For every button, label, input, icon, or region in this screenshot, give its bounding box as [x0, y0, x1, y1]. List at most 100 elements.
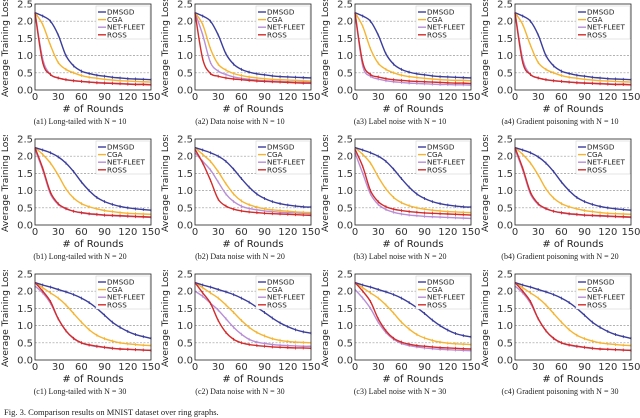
x-tick-label: 60 — [75, 227, 88, 238]
x-tick-label: 60 — [395, 362, 408, 373]
y-tick-label: 2.5 — [497, 135, 513, 146]
y-tick-label: 0.5 — [17, 338, 33, 349]
chart-panel: 0.0 0.5 1.0 1.5 2.0 2.5 0 30 60 90 120 150 # of Roun… — [0, 135, 160, 270]
series-line-net-fleet — [194, 152, 312, 215]
y-tick-label: 0.0 — [337, 221, 353, 232]
legend-label: DMSGD — [587, 278, 615, 287]
x-tick-label: 60 — [75, 362, 88, 373]
x-tick-label: 150 — [301, 92, 320, 103]
legend-label: NET-FLEET — [267, 158, 305, 167]
chart-panel: 0.0 0.5 1.0 1.5 2.0 2.5 0 30 60 90 120 150 # of Roun… — [320, 0, 480, 135]
x-axis-label: # of Rounds — [542, 239, 603, 250]
series-line-cga — [354, 12, 472, 82]
y-tick-label: 2.5 — [17, 0, 33, 11]
legend-label: ROSS — [427, 300, 447, 309]
y-tick-label: 0.5 — [177, 203, 193, 214]
y-axis-label: Average Training Loss — [320, 0, 331, 97]
y-axis-label: Average Training Loss — [160, 135, 171, 232]
x-tick-label: 60 — [555, 362, 568, 373]
series-line-cga — [34, 282, 152, 347]
x-tick-label: 0 — [352, 362, 358, 373]
line-chart: 0.0 0.5 1.0 1.5 2.0 2.5 0 30 60 90 120 150 # of Roun… — [480, 0, 640, 115]
x-tick-label: 120 — [118, 92, 137, 103]
x-tick-label: 0 — [192, 227, 198, 238]
y-axis-label: Average Training Loss — [480, 0, 491, 97]
y-tick-label: 0.5 — [337, 68, 353, 79]
x-tick-label: 90 — [418, 92, 431, 103]
line-chart: 0.0 0.5 1.0 1.5 2.0 2.5 0 30 60 90 120 150 # of Roun… — [480, 270, 640, 385]
y-tick-label: 2.0 — [177, 287, 193, 298]
series-line-ross — [34, 282, 152, 352]
subfigure-caption: (c2) Data noise with N = 30 — [195, 387, 285, 396]
y-tick-label: 2.0 — [177, 152, 193, 163]
chart-panel: 0.0 0.5 1.0 1.5 2.0 2.5 0 30 60 90 120 150 # of Roun… — [160, 270, 320, 405]
series-line-cga — [514, 12, 632, 83]
line-chart: 0.0 0.5 1.0 1.5 2.0 2.5 0 30 60 90 120 150 # of Roun… — [0, 135, 160, 250]
plot-frame — [34, 138, 152, 226]
y-tick-label: 1.5 — [177, 169, 193, 180]
x-tick-label: 90 — [418, 227, 431, 238]
series-line-net-fleet — [194, 290, 312, 347]
line-chart: 0.0 0.5 1.0 1.5 2.0 2.5 0 30 60 90 120 150 # of Roun… — [160, 0, 320, 115]
subfigure-caption: (c4) Gradient poisoning with N = 30 — [501, 387, 619, 396]
legend-label: DMSGD — [267, 8, 295, 17]
legend-label: CGA — [427, 150, 443, 159]
plot-frame — [34, 273, 152, 361]
x-tick-label: 0 — [32, 362, 38, 373]
plot-frame — [354, 138, 472, 226]
series-line-ross — [194, 282, 312, 350]
y-axis-label: Average Training Loss — [0, 135, 11, 232]
series-line-ross — [194, 12, 312, 84]
series-line-ross — [514, 12, 632, 86]
legend-label: DMSGD — [267, 278, 295, 287]
y-tick-label: 2.0 — [177, 17, 193, 28]
series-line-cga — [354, 147, 472, 214]
y-axis-label: Average Training Loss — [0, 0, 11, 97]
y-tick-label: 1.0 — [17, 186, 33, 197]
x-axis-label: # of Rounds — [222, 239, 283, 250]
y-tick-label: 0.0 — [17, 221, 33, 232]
y-tick-label: 2.5 — [17, 135, 33, 146]
x-tick-label: 90 — [258, 227, 271, 238]
subfigure-caption: (a3) Label noise with N = 10 — [353, 117, 447, 126]
series-line-dmsgd — [194, 281, 312, 334]
y-tick-label: 0.5 — [497, 68, 513, 79]
legend-label: NET-FLEET — [427, 158, 465, 167]
x-tick-label: 30 — [532, 227, 545, 238]
y-tick-label: 1.5 — [17, 169, 33, 180]
plot-frame — [514, 138, 632, 226]
legend-label: DMSGD — [107, 8, 135, 17]
figure-caption: Fig. 3. Comparison results on MNIST data… — [4, 407, 219, 417]
y-tick-label: 1.5 — [497, 169, 513, 180]
x-tick-label: 60 — [235, 92, 248, 103]
legend-label: CGA — [587, 15, 603, 24]
x-tick-label: 30 — [372, 227, 385, 238]
x-tick-label: 60 — [75, 92, 88, 103]
legend-label: DMSGD — [107, 278, 135, 287]
subfigure-caption: (b4) Gradient poisoning with N = 20 — [501, 252, 619, 261]
x-axis-label: # of Rounds — [382, 239, 443, 250]
y-tick-label: 1.0 — [337, 186, 353, 197]
x-tick-label: 90 — [578, 227, 591, 238]
legend-label: ROSS — [587, 165, 607, 174]
x-tick-label: 60 — [555, 227, 568, 238]
legend-label: ROSS — [587, 300, 607, 309]
line-chart: 0.0 0.5 1.0 1.5 2.0 2.5 0 30 60 90 120 150 # of Roun… — [160, 270, 320, 385]
x-tick-label: 60 — [395, 92, 408, 103]
series-line-dmsgd — [194, 146, 312, 208]
subfigure-caption: (b3) Label noise with N = 20 — [353, 252, 447, 261]
y-axis-label: Average Training Loss — [480, 270, 491, 367]
series-line-net-fleet — [354, 289, 472, 352]
x-tick-label: 120 — [278, 227, 297, 238]
y-tick-label: 2.5 — [17, 270, 33, 281]
y-tick-label: 2.5 — [337, 135, 353, 146]
legend-label: NET-FLEET — [427, 23, 465, 32]
x-tick-label: 30 — [532, 92, 545, 103]
x-tick-label: 0 — [352, 227, 358, 238]
